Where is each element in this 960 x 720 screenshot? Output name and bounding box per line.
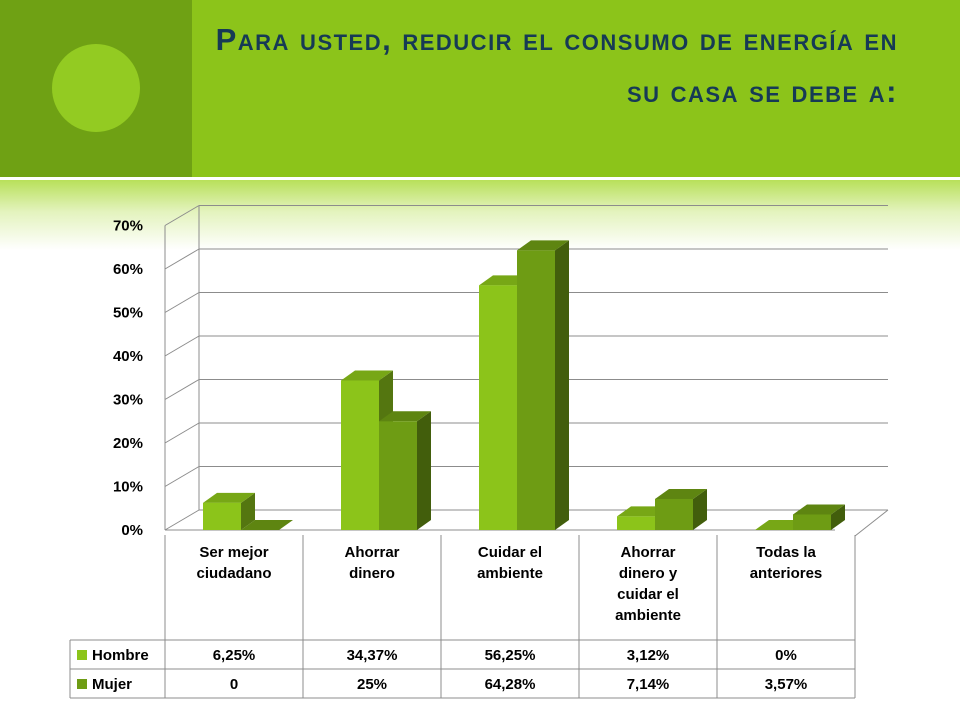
bar-mujer <box>793 514 831 530</box>
bar-side <box>417 411 431 530</box>
bar-top <box>241 520 293 530</box>
data-label: 56,25% <box>485 647 536 664</box>
bar-side <box>831 504 845 530</box>
decorative-circle <box>52 44 140 132</box>
y-tick-label: 0% <box>121 522 143 539</box>
bar-mujer <box>655 498 693 530</box>
x-tick-label: Cuidar el <box>478 544 542 561</box>
bar-hombre <box>617 516 655 530</box>
bar-side <box>241 492 255 530</box>
legend-key-mujer <box>77 679 87 689</box>
x-tick-label: Ahorrar <box>620 544 675 561</box>
bar-top <box>655 488 707 499</box>
data-label: 6,25% <box>213 647 256 664</box>
bar-hombre <box>203 502 241 530</box>
x-tick-label: dinero <box>349 565 395 582</box>
x-tick-label: ambiente <box>477 565 543 582</box>
banner-gradient <box>0 180 960 250</box>
y-tick-label: 10% <box>113 479 143 496</box>
bar-mujer <box>517 250 555 530</box>
bar-top <box>379 411 431 422</box>
y-tick-label: 50% <box>113 305 143 322</box>
x-tick-label: cuidar el <box>617 586 679 603</box>
data-label: 25% <box>357 676 387 693</box>
x-tick-label: Ser mejor <box>199 544 268 561</box>
x-tick-label: anteriores <box>750 565 823 582</box>
legend-label: Mujer <box>92 676 132 693</box>
bar-side <box>555 240 569 530</box>
y-tick-label: 30% <box>113 392 143 409</box>
bar-top <box>341 370 393 381</box>
y-tick-label: 60% <box>113 261 143 278</box>
x-tick-label: dinero y <box>619 565 678 582</box>
side-gridline <box>164 422 200 444</box>
bar-top <box>517 240 569 251</box>
bar-mujer <box>379 421 417 530</box>
bar-hombre <box>341 380 379 530</box>
data-label: 0 <box>230 676 238 693</box>
legend-label: Hombre <box>92 647 149 664</box>
floor-edge <box>854 509 889 537</box>
side-gridline <box>164 466 200 487</box>
side-gridline <box>164 379 200 400</box>
data-label: 0% <box>775 647 797 664</box>
data-label: 7,14% <box>627 676 670 693</box>
bar-top <box>203 492 255 503</box>
data-label: 3,57% <box>765 676 808 693</box>
x-tick-label: Todas la <box>756 544 816 561</box>
x-tick-label: ciudadano <box>196 565 271 582</box>
data-label: 34,37% <box>347 647 398 664</box>
side-gridline <box>164 292 200 313</box>
bar-side <box>693 488 707 530</box>
y-tick-label: 20% <box>113 435 143 452</box>
legend-key-hombre <box>77 650 87 660</box>
banner-divider <box>0 177 960 180</box>
data-label: 3,12% <box>627 647 670 664</box>
side-gridline <box>164 509 200 531</box>
x-tick-label: Ahorrar <box>344 544 399 561</box>
side-gridline <box>164 335 200 357</box>
data-label: 64,28% <box>485 676 536 693</box>
y-tick-label: 70% <box>113 218 143 235</box>
side-gridline <box>164 248 200 270</box>
y-tick-label: 40% <box>113 348 143 365</box>
bar-top <box>793 504 845 515</box>
x-tick-label: ambiente <box>615 607 681 624</box>
slide-title: Para usted, reducir el consumo de energí… <box>215 22 898 109</box>
side-gridline <box>164 205 200 226</box>
bar-hombre <box>479 285 517 530</box>
